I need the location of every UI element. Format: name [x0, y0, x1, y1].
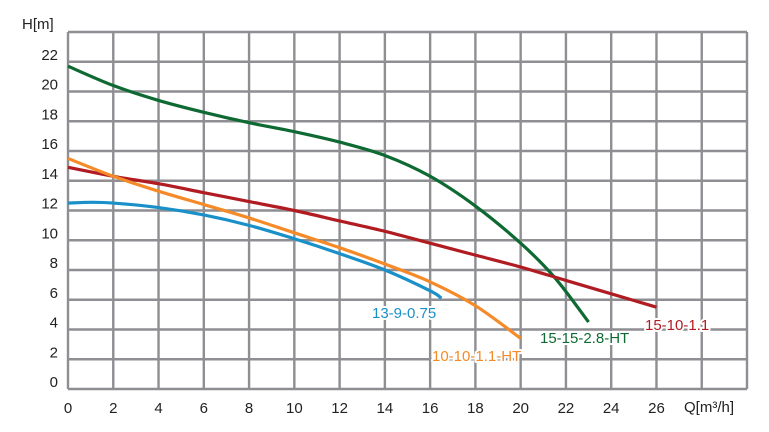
x-tick-label: 20: [512, 400, 529, 417]
x-tick-label: 8: [245, 400, 253, 417]
y-tick-label: 14: [41, 166, 58, 183]
y-tick-label: 4: [50, 315, 58, 332]
y-tick-label: 20: [41, 77, 58, 94]
x-tick-label: 26: [648, 400, 665, 417]
x-tick-label: 2: [109, 400, 117, 417]
y-tick-label: 18: [41, 106, 58, 123]
series-label: 10-10-1.1-HT: [432, 348, 521, 365]
x-tick-label: 10: [286, 400, 303, 417]
x-tick-label: 0: [64, 400, 72, 417]
y-axis-label: H[m]: [22, 16, 54, 33]
series-curve-13-9-0.75: [67, 200, 443, 300]
grid: [66, 30, 749, 391]
y-tick-label: 10: [41, 225, 58, 242]
series-label: 15-10-1.1: [645, 317, 709, 334]
x-tick-label: 22: [558, 400, 575, 417]
y-tick-label: 6: [50, 285, 58, 302]
x-tick-label: 14: [377, 400, 394, 417]
y-tick-label: 0: [50, 374, 58, 391]
series-curve-10-10-1.1-HT: [67, 156, 522, 340]
y-tick-label: 16: [41, 136, 58, 153]
series-curve-15-15-2.8-HT: [67, 64, 590, 324]
x-tick-label: 16: [422, 400, 439, 417]
series-curve-15-10-1.1: [67, 165, 657, 309]
y-tick-label: 8: [50, 255, 58, 272]
series-label: 13-9-0.75: [372, 305, 436, 322]
x-tick-label: 18: [467, 400, 484, 417]
x-tick-label: 24: [603, 400, 620, 417]
x-tick-label: 6: [200, 400, 208, 417]
y-tick-label: 2: [50, 344, 58, 361]
x-tick-label: 4: [154, 400, 162, 417]
series-label: 15-15-2.8-HT: [540, 330, 629, 347]
y-tick-label: 12: [41, 196, 58, 213]
x-tick-label: 12: [331, 400, 348, 417]
tick-labels: 0 2 4 6 8 10 12 14 16 18 20 22 24 2602468101214161820…: [41, 47, 664, 417]
series-labels: 15-15-2.8-HT 15-10-1.1 10-10-1.1-HT 13-9-0.…: [370, 303, 711, 367]
y-tick-label: 22: [41, 47, 58, 64]
curves: [67, 64, 657, 340]
x-axis-label: Q[m³/h]: [684, 399, 734, 416]
